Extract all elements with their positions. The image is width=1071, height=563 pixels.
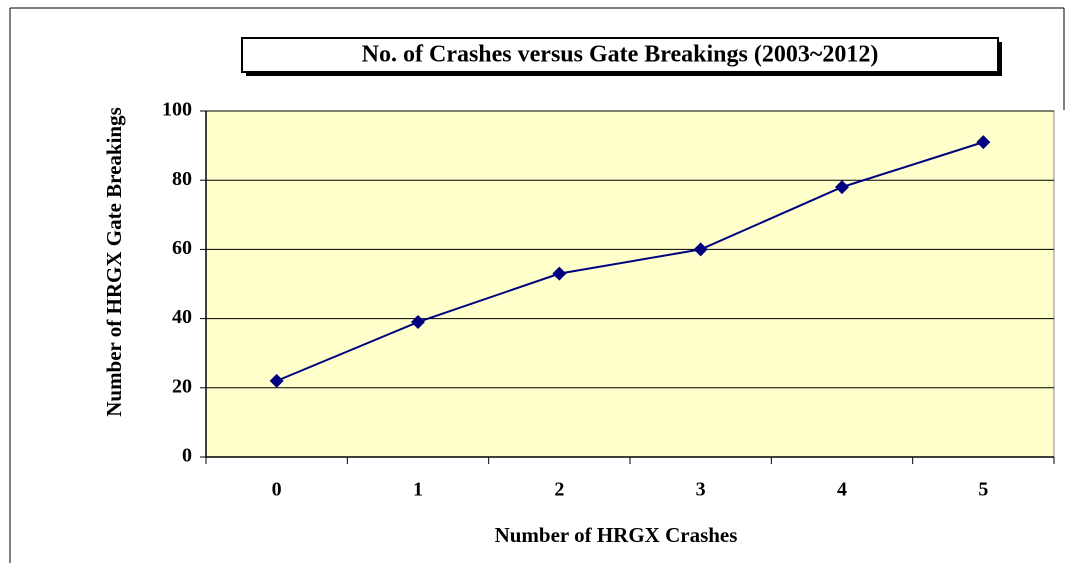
data-point <box>269 373 284 388</box>
x-tick-label: 1 <box>413 479 423 501</box>
x-tick-label: 0 <box>272 479 282 501</box>
y-tick-label: 0 <box>182 445 192 467</box>
y-tick-label: 60 <box>172 237 192 259</box>
data-point <box>835 180 849 195</box>
data-point <box>976 135 991 150</box>
y-axis-label: Number of HRGX Gate Breakings <box>102 107 126 417</box>
y-tick-label: 100 <box>162 99 192 121</box>
plot-area <box>205 110 1055 458</box>
x-tick-label: 3 <box>696 479 706 501</box>
data-point <box>411 315 425 330</box>
data-point <box>552 266 567 281</box>
data-line <box>276 141 984 382</box>
x-tick-label: 2 <box>554 479 564 501</box>
x-tick-label: 5 <box>978 479 988 501</box>
x-axis-label: Number of HRGX Crashes <box>495 523 738 547</box>
chart-title: No. of Crashes versus Gate Breakings (20… <box>362 42 879 68</box>
y-tick-label: 20 <box>172 375 192 397</box>
x-tick-label: 4 <box>837 479 847 501</box>
title-box <box>241 37 999 73</box>
y-tick-label: 40 <box>172 306 192 328</box>
data-point <box>693 242 708 257</box>
y-tick-label: 80 <box>172 168 192 190</box>
